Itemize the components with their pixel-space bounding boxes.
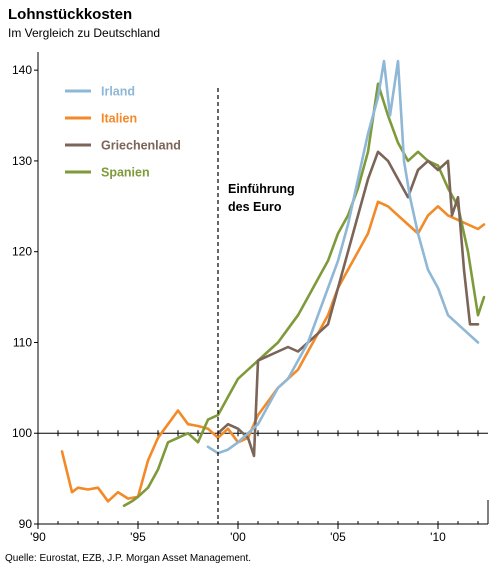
y-tick-label: 120 bbox=[12, 245, 32, 259]
y-tick-label: 140 bbox=[12, 63, 32, 77]
chart-subtitle: Im Vergleich zu Deutschland bbox=[8, 26, 161, 40]
x-tick-label: '00 bbox=[230, 530, 246, 544]
euro-intro-annotation: Einführung bbox=[228, 182, 295, 196]
y-tick-label: 110 bbox=[13, 335, 32, 349]
legend-label-spanien: Spanien bbox=[101, 166, 150, 180]
y-tick-label: 90 bbox=[19, 517, 33, 531]
y-tick-label: 130 bbox=[12, 154, 32, 168]
source-note: Quelle: Eurostat, EZB, J.P. Morgan Asset… bbox=[5, 553, 252, 564]
series-line-irland bbox=[206, 59, 480, 455]
chart-title: Lohnstückkosten bbox=[8, 6, 133, 23]
series-line-spanien bbox=[122, 82, 486, 508]
x-tick-label: '05 bbox=[330, 530, 346, 544]
x-tick-label: '10 bbox=[430, 530, 446, 544]
euro-intro-annotation: des Euro bbox=[228, 200, 282, 214]
x-tick-label: '90 bbox=[30, 530, 46, 544]
legend-label-irland: Irland bbox=[101, 85, 135, 99]
legend-label-griechenland: Griechenland bbox=[101, 139, 181, 153]
legend-label-italien: Italien bbox=[101, 112, 137, 126]
x-tick-label: '95 bbox=[130, 530, 146, 544]
series-line-griechenland bbox=[216, 150, 480, 458]
y-tick-label: 100 bbox=[12, 426, 32, 440]
line-chart: 90 100 110 120 130 140 '90 '95 '00 '05 '10 Irland I… bbox=[12, 52, 489, 544]
